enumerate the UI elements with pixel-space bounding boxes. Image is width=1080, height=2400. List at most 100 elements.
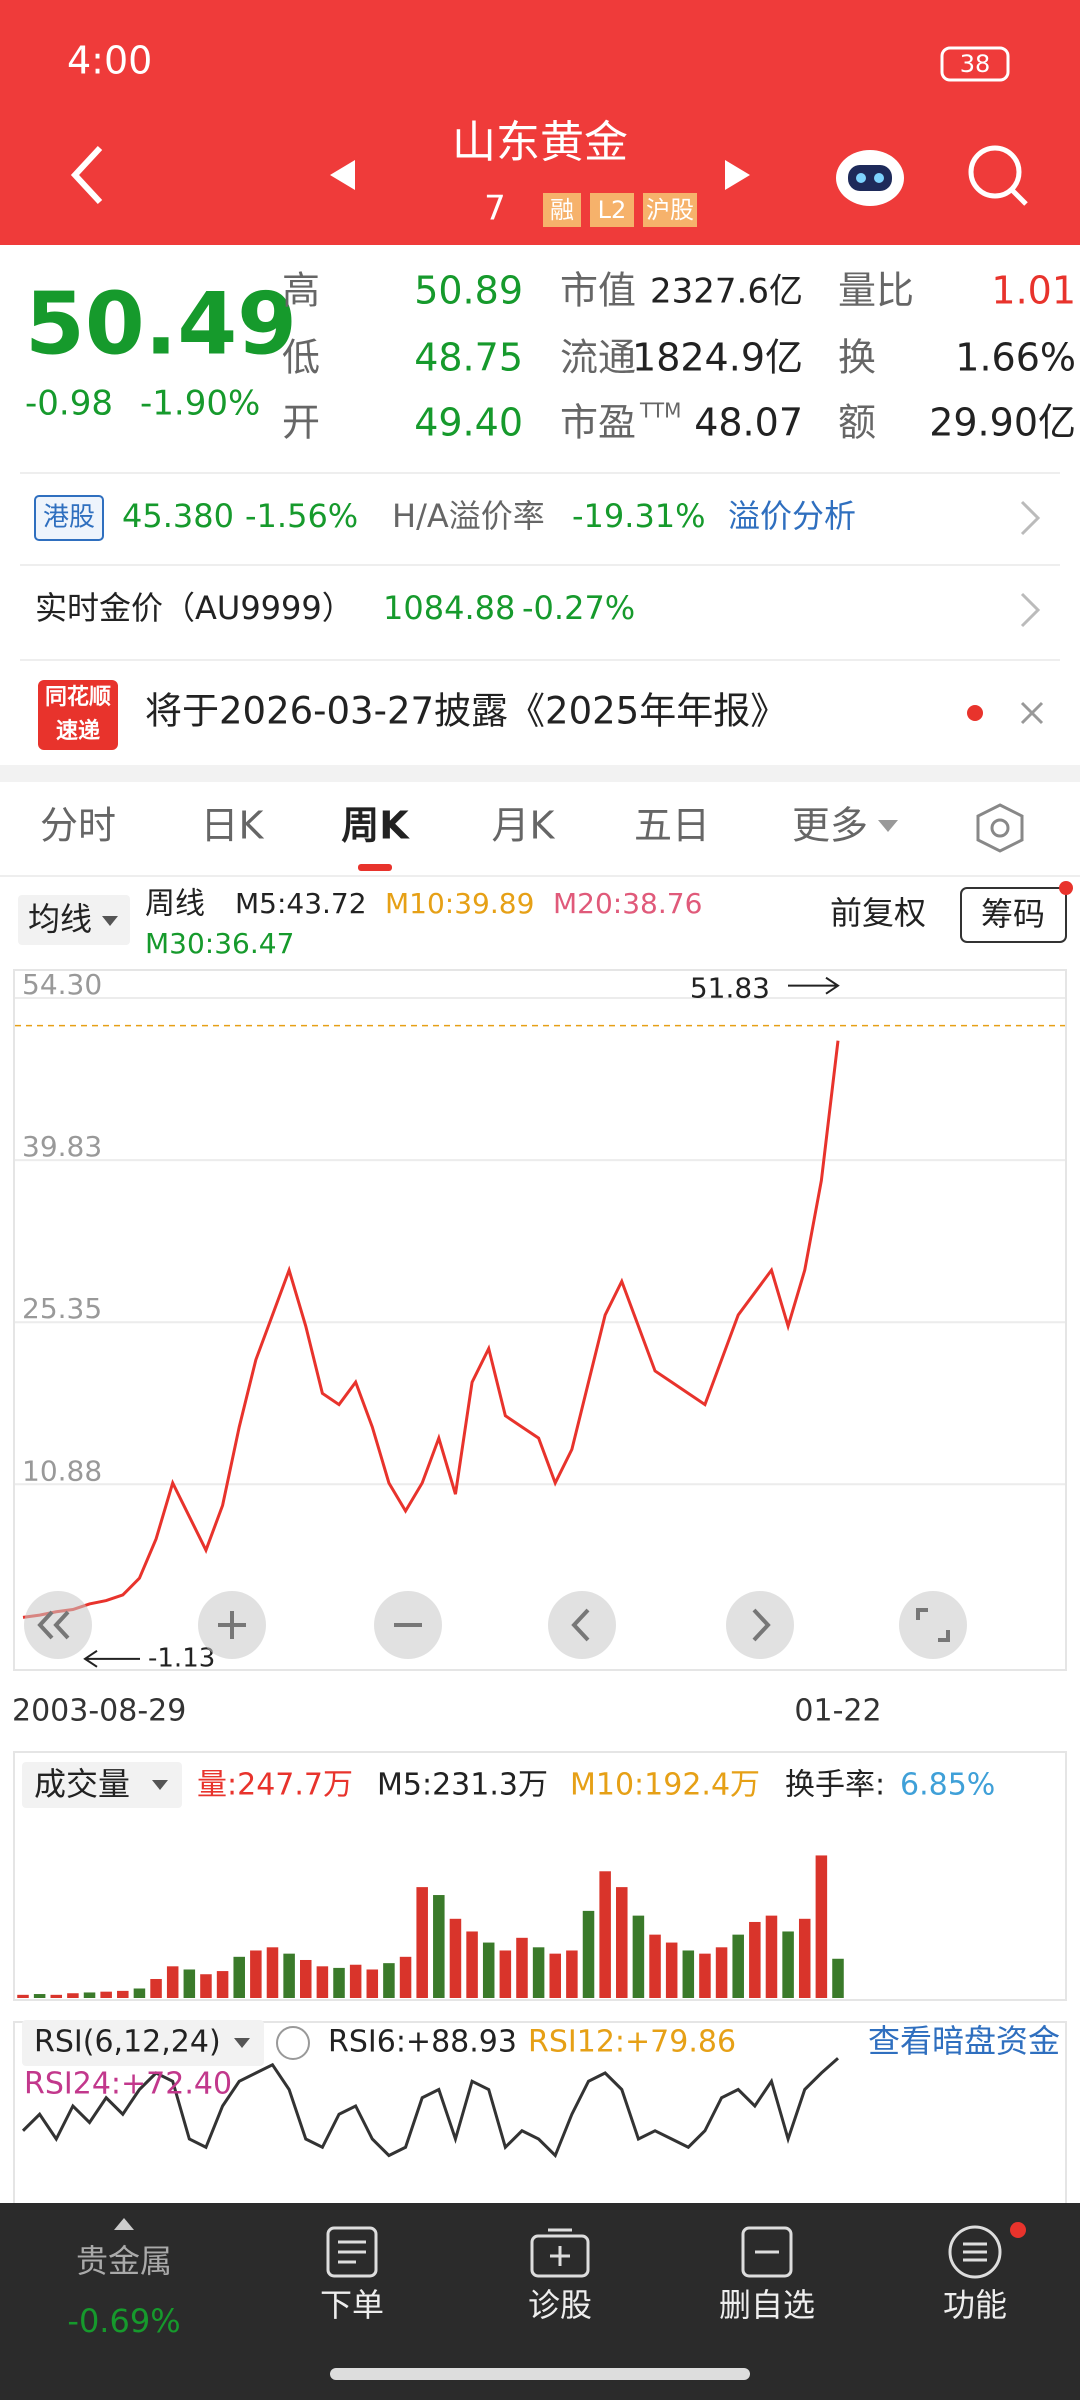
volume-bar xyxy=(649,1934,661,1998)
settings-icon[interactable] xyxy=(976,803,1024,853)
volume-bar xyxy=(715,1947,728,1998)
volume-bar xyxy=(665,1942,678,1998)
chips-button[interactable] xyxy=(960,887,1067,943)
gold-row[interactable]: 实时金价（AU9999） 1084.88 -0.27% xyxy=(35,589,1041,628)
fullscreen-button[interactable] xyxy=(899,1591,967,1659)
close[interactable] xyxy=(1020,701,1044,725)
volume-bar xyxy=(732,1934,744,1998)
low-label: -1.13 xyxy=(148,1643,215,1673)
tag: 沪股 xyxy=(646,196,694,224)
volume-bar xyxy=(532,1947,545,1998)
robot-icon[interactable] xyxy=(836,150,904,206)
hk-row[interactable]: 港股 45.380 -1.56% H/A溢价率 -19.31% 溢价分析 xyxy=(34,495,1041,541)
volume-bar xyxy=(17,1994,29,1998)
volume-bar xyxy=(366,1969,379,1998)
tag-bg xyxy=(543,193,581,227)
nav-item[interactable]: 诊股 xyxy=(528,2286,592,2324)
label: 换 xyxy=(838,336,876,380)
volume-frame xyxy=(13,1751,1067,2001)
news-logo-text: 同花顺 xyxy=(45,684,111,710)
volume-bar xyxy=(433,1895,445,1998)
volume-bar xyxy=(117,1990,129,1998)
status-time: 4:00 xyxy=(67,39,152,83)
volume-bar xyxy=(815,1855,828,1998)
ma-button[interactable] xyxy=(18,895,130,945)
value: 50.89 xyxy=(414,269,523,313)
label: 市值 xyxy=(560,269,636,313)
tab[interactable]: 月K xyxy=(492,804,556,848)
volume-bar xyxy=(316,1966,329,1998)
volume-bar xyxy=(233,1956,245,1998)
volume-chart xyxy=(17,1855,844,1998)
premium-link[interactable]: 溢价分析 xyxy=(728,497,856,535)
gold-change: -0.27% xyxy=(522,589,635,627)
volume-bar xyxy=(782,1931,794,1998)
y-tick-label: 54.30 xyxy=(22,968,102,1001)
m5: M5:43.72 xyxy=(235,887,367,920)
next-stock[interactable] xyxy=(725,160,750,190)
nav-items: 贵金属 -0.69% 下单 诊股 删自选 功能 xyxy=(67,2218,1026,2380)
stock-name: 山东黄金 xyxy=(452,117,628,168)
m30: M30:36.47 xyxy=(145,927,294,960)
volume-bar xyxy=(765,1915,778,1998)
chart-controls xyxy=(24,1591,967,1659)
volume-bar xyxy=(50,1994,63,1998)
search-icon[interactable] xyxy=(968,145,1028,206)
y-tick-label: 39.83 xyxy=(22,1130,102,1163)
value: 48.07 xyxy=(694,401,803,445)
tags: 融 L2 沪股 xyxy=(543,193,697,227)
home-indicator xyxy=(330,2368,750,2380)
volume-bar xyxy=(549,1953,562,1998)
rsi-button[interactable] xyxy=(22,2020,264,2066)
volume-bar xyxy=(250,1950,262,1998)
quote-grid: 高 低 开 50.89 48.75 49.40 市值 流通 市盈 TTM 232… xyxy=(282,269,1076,445)
volume-legend: 成交量 量:247.7万 M5:231.3万 M10:192.4万 换手率: 6… xyxy=(22,1762,995,1808)
volume-bar xyxy=(200,1974,212,1998)
nav-item[interactable]: 删自选 xyxy=(719,2286,815,2324)
adjust[interactable]: 前复权 xyxy=(830,894,926,932)
tag-bg xyxy=(643,193,697,227)
back-button[interactable] xyxy=(70,145,103,205)
right-button[interactable] xyxy=(726,1591,794,1659)
vol-m10: M10:192.4万 xyxy=(570,1768,760,1803)
left-button[interactable] xyxy=(548,1591,616,1659)
price-line xyxy=(22,1040,840,1619)
dropdown-arrow xyxy=(878,820,898,832)
value: 1824.9亿 xyxy=(632,336,803,380)
volume-button[interactable] xyxy=(22,1762,182,1808)
chips-text: 筹码 xyxy=(981,895,1045,933)
tab[interactable]: 五日 xyxy=(634,804,710,848)
low-arrow xyxy=(83,1649,140,1668)
tab[interactable]: 更多 xyxy=(792,804,868,848)
ma-button-text: 均线 xyxy=(28,900,92,938)
dark-pool-link[interactable]: 查看暗盘资金 xyxy=(868,2022,1060,2060)
help-icon[interactable] xyxy=(276,2026,310,2060)
rsi12: RSI12:+79.86 xyxy=(528,2025,736,2060)
news-row[interactable]: 同花顺 速递 将于2026-03-27披露《2025年年报》 xyxy=(38,680,1044,750)
change-pct: -1.90% xyxy=(140,384,260,424)
chevron xyxy=(1020,500,1041,536)
label: 量比 xyxy=(838,269,914,313)
tab-active[interactable]: 周K xyxy=(341,804,410,848)
premium: -19.31% xyxy=(572,497,706,535)
header-bg xyxy=(0,0,1080,245)
volume-bar xyxy=(516,1937,528,1998)
volume-bar xyxy=(566,1950,578,1998)
nav-item[interactable]: 下单 xyxy=(320,2286,384,2324)
expand-arrow[interactable] xyxy=(114,2218,134,2230)
dropdown-arrow xyxy=(102,916,118,926)
tab[interactable]: 分时 xyxy=(40,804,116,848)
volume-bar xyxy=(682,1950,695,1998)
sector-name[interactable]: 贵金属 xyxy=(76,2242,172,2280)
news-logo-text: 速递 xyxy=(56,718,100,744)
tab[interactable]: 日K xyxy=(201,804,265,848)
prev-stock[interactable] xyxy=(330,160,355,190)
volume-button-text: 成交量 xyxy=(34,1765,130,1803)
volume-bar xyxy=(133,1988,146,1998)
value: 48.75 xyxy=(414,336,523,380)
volume-bar xyxy=(466,1931,478,1998)
volume-bar xyxy=(416,1887,428,1998)
nav-item[interactable]: 功能 xyxy=(943,2286,1007,2324)
tag-bg xyxy=(590,193,634,227)
